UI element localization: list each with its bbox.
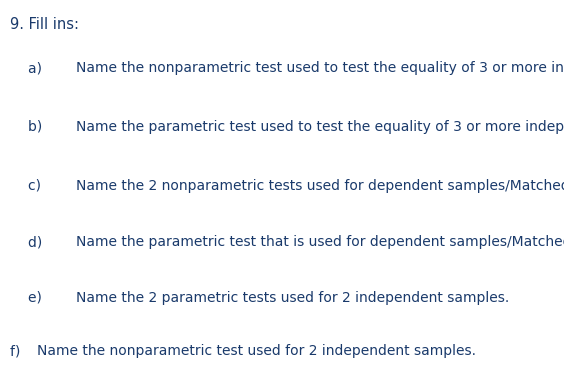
Text: Name the parametric test used to test the equality of 3 or more independent samp: Name the parametric test used to test th… xyxy=(76,120,564,134)
Text: f): f) xyxy=(10,344,25,358)
Text: 9. Fill ins:: 9. Fill ins: xyxy=(10,17,79,32)
Text: d): d) xyxy=(28,235,56,249)
Text: c): c) xyxy=(28,179,54,193)
Text: Name the nonparametric test used for 2 independent samples.: Name the nonparametric test used for 2 i… xyxy=(37,344,475,358)
Text: e): e) xyxy=(28,291,55,305)
Text: Name the nonparametric test used to test the equality of 3 or more independent s: Name the nonparametric test used to test… xyxy=(76,61,564,76)
Text: Name the 2 nonparametric tests used for dependent samples/Matched Pairs of data.: Name the 2 nonparametric tests used for … xyxy=(76,179,564,193)
Text: b): b) xyxy=(28,120,56,134)
Text: a): a) xyxy=(28,61,55,76)
Text: Name the parametric test that is used for dependent samples/Matched Pairs of dat: Name the parametric test that is used fo… xyxy=(76,235,564,249)
Text: Name the 2 parametric tests used for 2 independent samples.: Name the 2 parametric tests used for 2 i… xyxy=(76,291,509,305)
